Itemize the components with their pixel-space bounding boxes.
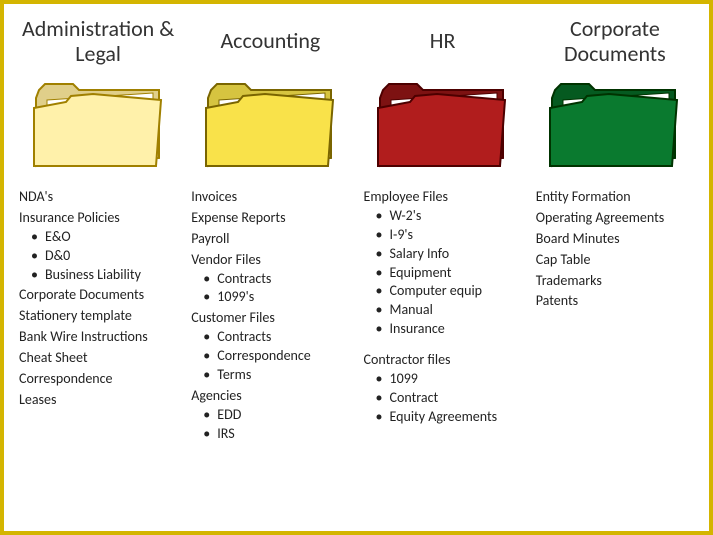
content-heading: Customer Files <box>191 309 355 328</box>
infographic-frame: Administration & Legal NDA's Insurance P… <box>0 0 713 535</box>
content-heading: Payroll <box>191 230 355 249</box>
content-heading: Entity Formation <box>536 188 700 207</box>
list-item: Terms <box>205 366 355 385</box>
content-list: W-2's I-9's Salary Info Equipment Comput… <box>364 207 528 339</box>
folder-icon-slot <box>547 74 682 174</box>
list-item: 1099's <box>205 288 355 307</box>
list-item: Salary Info <box>378 245 528 264</box>
folder-icon <box>203 78 338 170</box>
content-list: E&O D&0 Business Liability <box>19 228 183 285</box>
content-heading: Leases <box>19 391 183 410</box>
content-heading: Correspondence <box>19 370 183 389</box>
folder-icon <box>31 78 166 170</box>
content-heading: Cap Table <box>536 251 700 270</box>
folder-icon-slot <box>31 74 166 174</box>
content-list: 1099 Contract Equity Agreements <box>364 370 528 427</box>
column-content: Invoices Expense Reports Payroll Vendor … <box>185 186 355 446</box>
list-item: Business Liability <box>33 266 183 285</box>
content-heading: Operating Agreements <box>536 209 700 228</box>
content-heading: Trademarks <box>536 272 700 291</box>
column-corporate-documents: Corporate Documents Entity Formation Ope… <box>529 14 701 311</box>
content-heading: Corporate Documents <box>19 286 183 305</box>
column-hr: HR Employee Files W-2's I-9's Salary Inf… <box>357 14 529 429</box>
list-item: Correspondence <box>205 347 355 366</box>
column-title: Accounting <box>220 14 320 68</box>
content-heading: Patents <box>536 292 700 311</box>
list-item: Insurance <box>378 320 528 339</box>
column-admin-legal: Administration & Legal NDA's Insurance P… <box>12 14 184 410</box>
list-item: EDD <box>205 406 355 425</box>
content-heading: Insurance Policies <box>19 209 183 228</box>
content-list: Contracts 1099's <box>191 270 355 308</box>
list-item: Manual <box>378 301 528 320</box>
list-item: I-9's <box>378 226 528 245</box>
content-heading: Board Minutes <box>536 230 700 249</box>
content-heading: Contractor files <box>364 351 528 370</box>
content-list: Contracts Correspondence Terms <box>191 328 355 385</box>
folder-icon <box>375 78 510 170</box>
column-title: Corporate Documents <box>533 14 697 68</box>
list-item: E&O <box>33 228 183 247</box>
list-item: Equipment <box>378 264 528 283</box>
list-item: IRS <box>205 425 355 444</box>
list-item: 1099 <box>378 370 528 389</box>
content-list: EDD IRS <box>191 406 355 444</box>
spacer <box>364 341 528 349</box>
content-heading: NDA's <box>19 188 183 207</box>
folder-icon-slot <box>203 74 338 174</box>
content-heading: Bank Wire Instructions <box>19 328 183 347</box>
content-heading: Vendor Files <box>191 251 355 270</box>
column-content: Entity Formation Operating Agreements Bo… <box>530 186 700 311</box>
content-heading: Expense Reports <box>191 209 355 228</box>
list-item: D&0 <box>33 247 183 266</box>
column-content: NDA's Insurance Policies E&O D&0 Busines… <box>13 186 183 410</box>
content-heading: Cheat Sheet <box>19 349 183 368</box>
content-heading: Agencies <box>191 387 355 406</box>
content-heading: Stationery template <box>19 307 183 326</box>
list-item: Equity Agreements <box>378 408 528 427</box>
column-content: Employee Files W-2's I-9's Salary Info E… <box>358 186 528 429</box>
list-item: W-2's <box>378 207 528 226</box>
column-accounting: Accounting Invoices Expense Reports Payr… <box>184 14 356 446</box>
column-title: Administration & Legal <box>16 14 180 68</box>
list-item: Contracts <box>205 270 355 289</box>
content-heading: Employee Files <box>364 188 528 207</box>
list-item: Computer equip <box>378 282 528 301</box>
folder-icon-slot <box>375 74 510 174</box>
folder-icon <box>547 78 682 170</box>
list-item: Contracts <box>205 328 355 347</box>
list-item: Contract <box>378 389 528 408</box>
column-title: HR <box>430 14 456 68</box>
content-heading: Invoices <box>191 188 355 207</box>
